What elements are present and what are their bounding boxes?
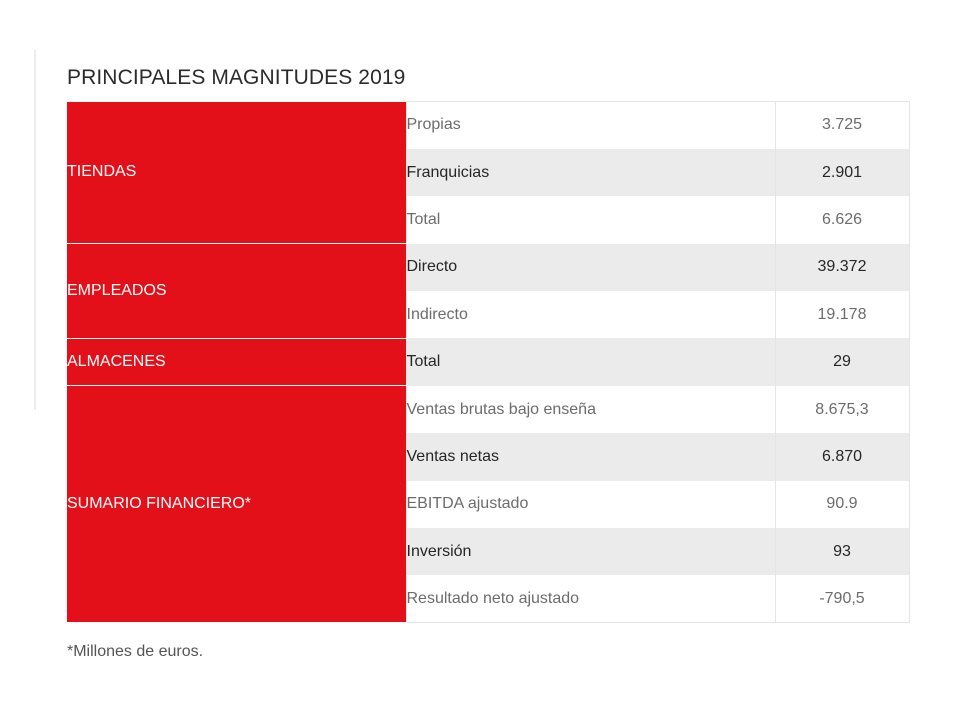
table-row: EMPLEADOS Directo 39.372 [67, 243, 910, 339]
table-row: SUMARIO FINANCIERO* Ventas brutas bajo e… [67, 385, 910, 624]
table-row: Indirecto 19.178 [67, 291, 910, 339]
row-value: 6.870 [774, 433, 910, 481]
row-label: Resultado neto ajustado [405, 575, 775, 624]
table-row: TIENDAS Propias 3.725 [67, 100, 910, 245]
category-empleados: EMPLEADOS [67, 243, 406, 339]
row-value: 93 [774, 528, 910, 576]
row-value: 39.372 [774, 243, 910, 292]
table-row: Resultado neto ajustado -790,5 [67, 575, 910, 624]
row-label: Total [405, 338, 775, 386]
row-value: 6.626 [774, 196, 910, 244]
row-value: 2.901 [774, 148, 910, 197]
row-value: 3.725 [774, 100, 910, 149]
table-row: Franquicias 2.901 [67, 148, 910, 197]
row-label: Franquicias [405, 148, 775, 197]
row-label: Indirecto [405, 291, 775, 339]
row-label: Propias [405, 100, 775, 149]
category-sumario-financiero: SUMARIO FINANCIERO* [67, 385, 406, 624]
table-row: Total 6.626 [67, 196, 910, 244]
row-value: 90.9 [774, 480, 910, 529]
row-value: 19.178 [774, 291, 910, 339]
table-row: Ventas netas 6.870 [67, 433, 910, 481]
row-label: Ventas netas [405, 433, 775, 481]
row-label: Inversión [405, 528, 775, 576]
row-label: Ventas brutas bajo enseña [405, 385, 775, 434]
row-value: -790,5 [774, 575, 910, 624]
page-title: PRINCIPALES MAGNITUDES 2019 [67, 66, 406, 89]
row-value: 8.675,3 [774, 385, 910, 434]
category-almacenes: ALMACENES [67, 338, 406, 387]
row-value: 29 [774, 338, 910, 386]
table-row: EBITDA ajustado 90.9 [67, 480, 910, 529]
row-label: Total [405, 196, 775, 244]
row-label: EBITDA ajustado [405, 480, 775, 529]
category-tiendas: TIENDAS [67, 101, 406, 245]
left-divider [34, 50, 36, 410]
magnitudes-table: TIENDAS Propias 3.725 Franquicias 2.901 … [67, 100, 910, 624]
footnote: *Millones de euros. [67, 643, 204, 660]
table-row: ALMACENES Total 29 [67, 338, 910, 387]
row-label: Directo [405, 243, 775, 292]
table-row: Inversión 93 [67, 528, 910, 576]
